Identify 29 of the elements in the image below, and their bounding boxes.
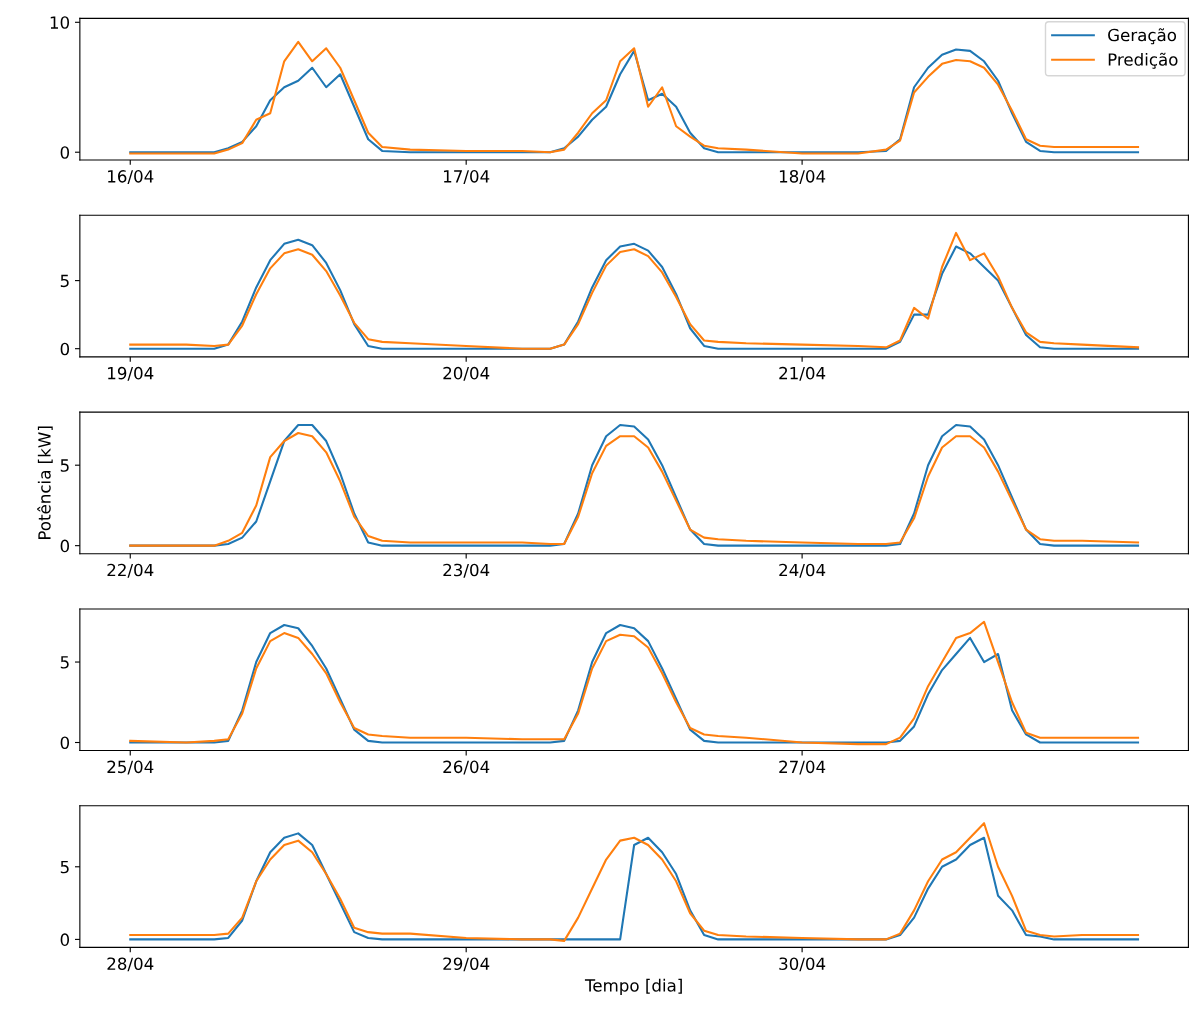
y-tick-label: 0: [60, 933, 70, 946]
x-tick-label: 26/04: [443, 760, 490, 775]
y-axis-title: Potência [kW]: [37, 426, 53, 539]
y-tick-label: 0: [60, 146, 70, 159]
x-tick-label: 30/04: [779, 957, 826, 972]
x-tick-label: 29/04: [443, 957, 490, 972]
x-tick-label: 18/04: [779, 170, 826, 184]
y-tick-label: 10: [50, 16, 70, 29]
x-tick-label: 28/04: [107, 957, 154, 972]
x-tick-label: 19/04: [108, 366, 154, 381]
y-tick-label: 0: [60, 539, 70, 553]
y-tick-label: 5: [60, 459, 69, 472]
y-tick-label: 5: [60, 274, 69, 288]
x-tick-label: 17/04: [444, 170, 490, 184]
x-tick-label: 21/04: [779, 366, 826, 381]
x-tick-label: 24/04: [779, 563, 826, 578]
y-tick-label: 0: [60, 736, 70, 750]
x-tick-label: 27/04: [779, 760, 826, 775]
x-tick-label: 20/04: [443, 366, 490, 381]
x-tick-label: 25/04: [107, 760, 154, 775]
y-tick-label: 5: [60, 860, 69, 874]
legend-label: Geração: [1108, 28, 1177, 45]
legend-label: Predição: [1108, 52, 1178, 69]
x-tick-label: 22/04: [107, 563, 154, 578]
x-axis-title: Tempo [dia]: [584, 978, 682, 995]
x-tick-label: 16/04: [108, 170, 154, 184]
y-tick-label: 0: [60, 342, 70, 356]
x-tick-label: 23/04: [443, 563, 490, 578]
y-tick-label: 5: [60, 656, 69, 669]
